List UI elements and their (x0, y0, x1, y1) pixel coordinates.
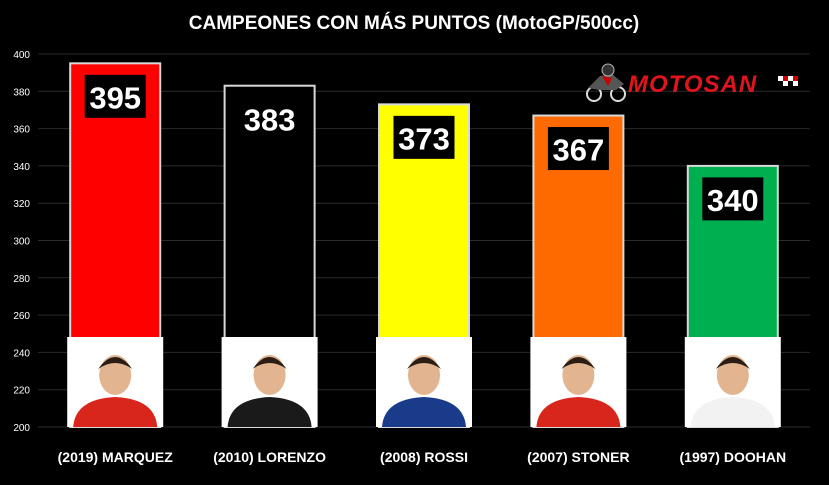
data-label: 383 (244, 103, 296, 138)
x-tick-label: (2010) LORENZO (213, 449, 326, 465)
y-tick-label: 240 (13, 348, 30, 359)
y-tick-label: 280 (13, 274, 30, 285)
y-tick-label: 300 (13, 237, 30, 248)
data-labels: 395 383 373 367 340 (84, 74, 764, 221)
x-tick-label: (2019) MARQUEZ (58, 449, 174, 465)
data-label-box (84, 74, 146, 118)
data-label-box (393, 115, 455, 159)
rider-photo-stoner (530, 337, 627, 427)
data-label: 340 (707, 183, 759, 218)
data-label-box (702, 177, 764, 221)
motosan-logo: MOTOSAN (586, 63, 798, 102)
x-tick-label: (2008) ROSSI (380, 449, 468, 465)
y-axis-ticks: 200 220 240 260 280 300 320 340 360 380 400 (13, 50, 30, 434)
y-tick-label: 220 (13, 386, 30, 397)
rider-photo-lorenzo (221, 337, 318, 427)
x-axis-labels: (2019) MARQUEZ (2010) LORENZO (2008) ROSSI… (58, 449, 786, 465)
rider-photo-rossi (376, 337, 472, 427)
chart-title: CAMPEONES CON MÁS PUNTOS (MotoGP/500cc) (189, 12, 639, 34)
x-tick-label: (1997) DOOHAN (680, 449, 787, 465)
data-label-box (239, 97, 301, 141)
motorcycle-rider-icon (586, 63, 626, 102)
data-label: 395 (89, 80, 141, 115)
y-tick-label: 340 (13, 162, 30, 173)
checkered-flag-icon (778, 76, 798, 86)
rider-photo-marquez (67, 337, 164, 427)
y-tick-label: 200 (13, 423, 30, 434)
y-tick-label: 400 (13, 50, 30, 61)
x-tick-label: (2007) STONER (527, 449, 629, 465)
logo-text: MOTOSAN (628, 71, 757, 98)
y-tick-label: 260 (13, 311, 30, 322)
y-tick-label: 360 (13, 125, 30, 136)
rider-photo-doohan (684, 337, 781, 427)
data-label-box (547, 127, 609, 171)
data-label: 367 (553, 133, 605, 168)
data-label: 373 (398, 121, 450, 156)
y-tick-label: 380 (13, 87, 30, 98)
rider-photos (67, 337, 781, 427)
y-tick-label: 320 (13, 199, 30, 210)
